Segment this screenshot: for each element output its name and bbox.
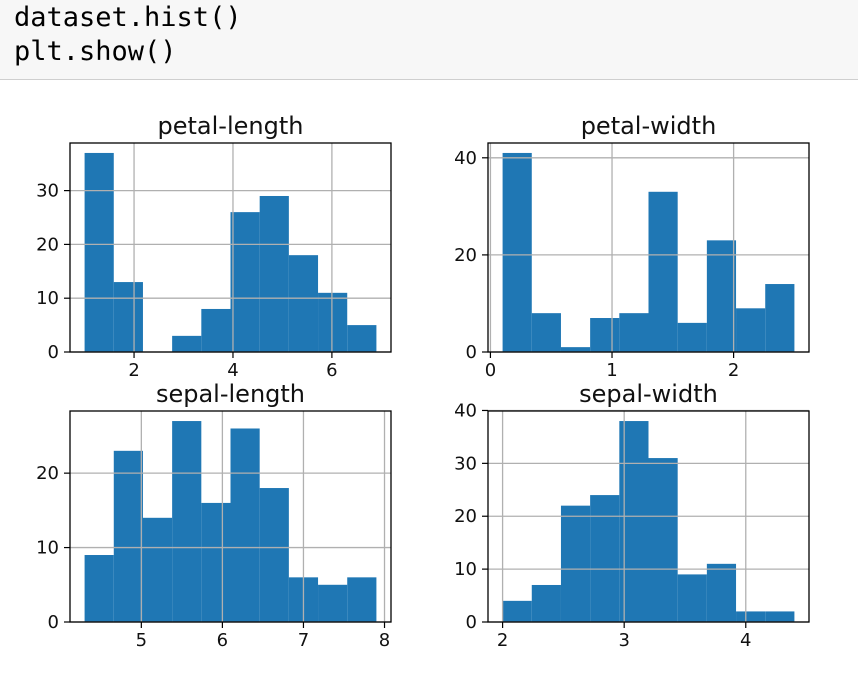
x-tick-label: 8 (379, 630, 390, 651)
histogram-bar (677, 322, 707, 352)
y-tick-label: 10 (36, 288, 59, 309)
y-tick-label: 0 (48, 342, 59, 363)
axes-frame (69, 142, 392, 353)
x-tick-label: 3 (618, 630, 629, 651)
x-tick-label: 6 (326, 360, 337, 381)
axes-frame (487, 142, 810, 353)
histogram-bar (706, 563, 737, 622)
y-tick-label: 20 (454, 245, 477, 266)
x-tick-label: 5 (136, 630, 147, 651)
code-line-2: plt.show() (14, 36, 177, 67)
histogram-bar (201, 308, 231, 352)
histogram-bar (230, 428, 260, 622)
histogram-bar (172, 421, 202, 622)
y-tick-label: 0 (466, 612, 477, 633)
histogram-bar (531, 313, 561, 352)
code-cell[interactable]: dataset.hist() plt.show() (0, 0, 858, 80)
histogram-bar (201, 502, 231, 622)
subplot-title: petal-length (158, 112, 304, 140)
x-tick-label: 6 (217, 630, 228, 651)
histogram-bar (648, 458, 678, 622)
subplot-title: sepal-length (156, 380, 305, 408)
x-tick-label: 4 (740, 630, 751, 651)
histogram-bar (531, 584, 561, 622)
histogram-bar (502, 152, 532, 352)
subplot-title: petal-width (581, 112, 717, 140)
histogram-bar (230, 212, 260, 352)
y-tick-label: 40 (454, 148, 477, 169)
histogram-bar (648, 191, 678, 352)
histogram-bar (706, 240, 737, 352)
x-tick-label: 2 (128, 360, 139, 381)
y-tick-label: 30 (36, 181, 59, 202)
histogram-bar (84, 555, 114, 622)
subplot-petal-length: 2 4 6 0 10 20 30 petal-length (36, 112, 392, 381)
axes-frame (69, 410, 392, 623)
histogram-bar (347, 577, 377, 622)
histogram-bar (765, 611, 795, 622)
histogram-bar (172, 335, 202, 352)
histogram-bar (113, 450, 143, 622)
y-tick-label: 20 (454, 506, 477, 527)
histogram-bar (318, 292, 348, 352)
y-tick-label: 0 (466, 342, 477, 363)
histogram-bar (590, 495, 620, 622)
x-tick-label: 2 (728, 360, 739, 381)
subplot-title: sepal-width (579, 380, 718, 408)
x-tick-label: 4 (227, 360, 238, 381)
histogram-bar (736, 611, 766, 622)
x-tick-label: 7 (298, 630, 309, 651)
x-tick-label: 2 (497, 630, 508, 651)
histogram-bar (288, 255, 319, 352)
y-tick-label: 10 (454, 559, 477, 580)
y-tick-label: 0 (48, 612, 59, 633)
histogram-bar (259, 195, 289, 352)
x-tick-label: 0 (485, 360, 496, 381)
histogram-bar (560, 347, 591, 352)
y-tick-label: 10 (36, 538, 59, 559)
histogram-bar (318, 584, 348, 622)
histogram-bar (347, 325, 377, 352)
histogram-bar (502, 600, 532, 622)
histogram-bar (142, 517, 173, 622)
y-tick-label: 40 (454, 400, 477, 421)
histogram-bar (560, 505, 591, 622)
histogram-bar (736, 308, 766, 352)
histogram-bar (765, 284, 795, 352)
y-tick-label: 20 (36, 463, 59, 484)
histogram-bar (677, 574, 707, 622)
subplot-sepal-length: 5 6 7 8 0 10 20 sepal-length (36, 380, 392, 651)
y-tick-label: 20 (36, 234, 59, 255)
histogram-bar (259, 488, 289, 622)
code-line-1: dataset.hist() (14, 2, 242, 33)
x-tick-label: 1 (606, 360, 617, 381)
histogram-bar (619, 313, 649, 352)
histogram-bar (113, 282, 143, 352)
histogram-bar (590, 318, 620, 352)
histogram-bar (84, 152, 114, 352)
y-tick-label: 30 (454, 453, 477, 474)
